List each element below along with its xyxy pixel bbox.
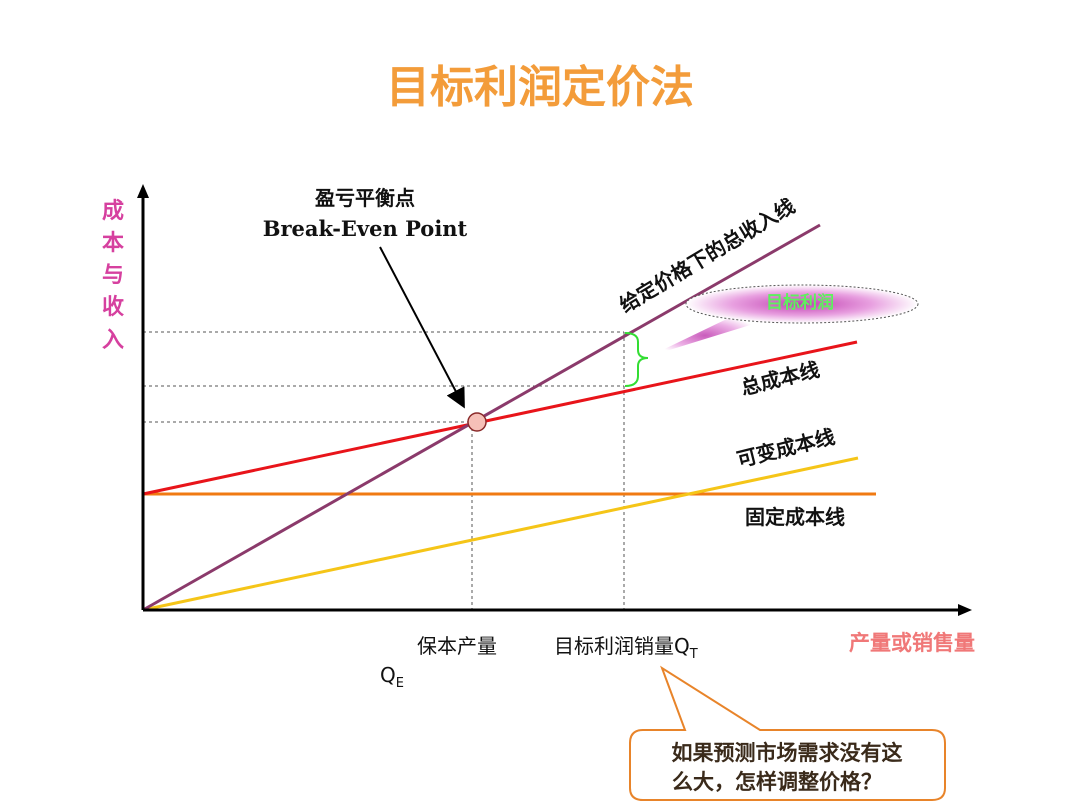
cloud-pointer — [650, 315, 760, 356]
qe-subscript: E — [396, 676, 404, 691]
break-even-label-cn: 盈亏平衡点 — [314, 186, 415, 210]
axes — [141, 193, 962, 612]
y-axis-label: 成 本 与 收 入 — [102, 199, 124, 353]
callout-line-2: 么大，怎样调整价格？ — [672, 770, 882, 794]
page-title: 目标利润定价法 — [386, 62, 694, 113]
y-axis-char: 收 — [102, 294, 124, 320]
qt-tick-label: 目标利润销量QT — [554, 634, 698, 662]
y-axis-char: 与 — [102, 263, 124, 288]
target-profit-label: 目标利润 — [766, 292, 834, 313]
x-axis-arrowhead — [958, 604, 972, 616]
fixed-cost-line-label: 固定成本线 — [745, 505, 845, 529]
qe-symbol-letter: Q — [380, 663, 396, 687]
qt-subscript: T — [689, 647, 698, 662]
break-even-label-en: Break-Even Point — [263, 216, 468, 241]
question-callout: 如果预测市场需求没有这 么大，怎样调整价格？ — [629, 665, 946, 801]
break-even-pointer-arrow — [379, 246, 465, 409]
qe-tick-label: 保本产量 — [417, 634, 497, 658]
qt-tick-text: 目标利润销量Q — [554, 634, 690, 658]
y-axis-char: 本 — [102, 231, 124, 256]
break-even-point-marker — [467, 412, 487, 432]
guide-lines — [143, 331, 625, 610]
target-profit-brace — [624, 332, 649, 387]
y-axis-arrowhead — [137, 184, 149, 198]
target-profit-cloud: 目标利润 — [650, 284, 919, 356]
variable-cost-line — [142, 456, 859, 612]
callout-shape — [629, 665, 946, 801]
callout-line-1: 如果预测市场需求没有这 — [672, 741, 903, 765]
y-axis-char: 成 — [102, 199, 124, 224]
cloud-body — [685, 284, 919, 324]
y-axis-char: 入 — [102, 328, 124, 353]
total-cost-line — [142, 340, 858, 496]
x-axis-label: 产量或销售量 — [849, 631, 975, 655]
qe-symbol: QE — [380, 663, 404, 691]
